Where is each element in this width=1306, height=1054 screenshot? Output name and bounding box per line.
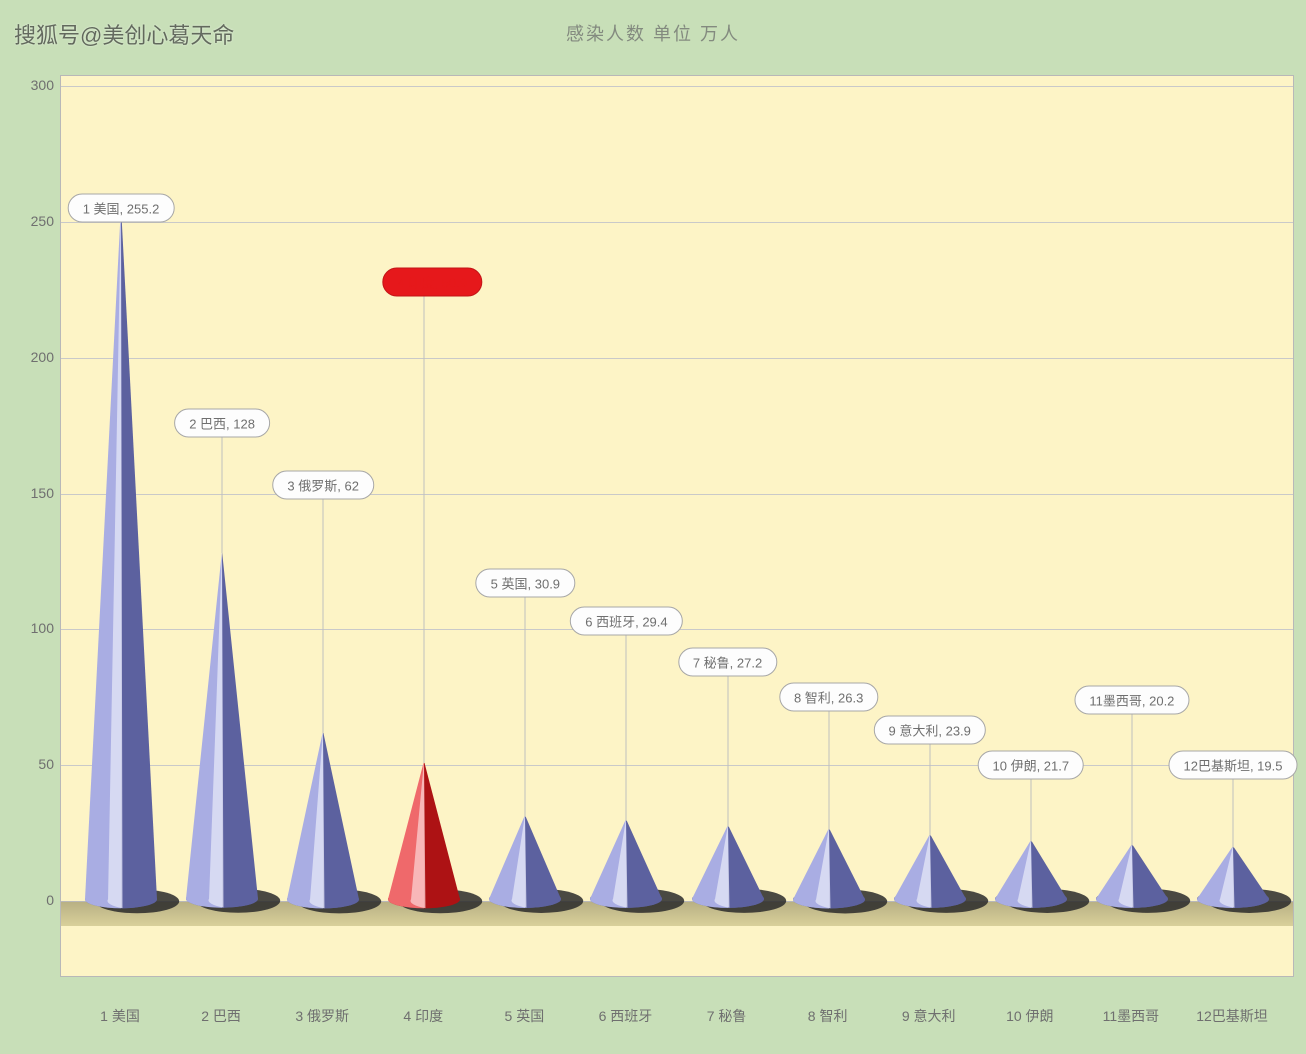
y-tick-label: 150 (14, 485, 54, 501)
callout-leader (626, 621, 627, 821)
data-callout: 7 秘鲁, 27.2 (678, 647, 777, 676)
data-callout: 3 俄罗斯, 62 (272, 471, 374, 500)
y-tick-label: 100 (14, 620, 54, 636)
x-tick-label: 11墨西哥 (1103, 1006, 1160, 1026)
x-tick-label: 3 俄罗斯 (295, 1006, 349, 1026)
data-callout: 2 巴西, 128 (174, 408, 270, 437)
gridline (61, 358, 1293, 359)
x-tick-label: 4 印度 (403, 1006, 443, 1026)
plot-area: 1 美国, 255.2 2 巴西, 128 3 俄罗斯, 62 4 印度, 50.9 5… (60, 75, 1294, 977)
callout-leader (1131, 700, 1132, 846)
gridline (61, 494, 1293, 495)
callout-leader (929, 730, 930, 836)
data-callout: 5 英国, 30.9 (476, 569, 575, 598)
callout-leader (323, 485, 324, 732)
x-tick-label: 5 英国 (505, 1006, 545, 1026)
x-tick-label: 2 巴西 (201, 1006, 241, 1026)
y-tick-label: 300 (14, 77, 54, 93)
x-tick-label: 8 智利 (808, 1006, 848, 1026)
x-tick-label: 9 意大利 (902, 1006, 956, 1026)
y-tick-label: 250 (14, 213, 54, 229)
data-callout: 1 美国, 255.2 (68, 194, 175, 223)
callout-leader (222, 423, 223, 553)
data-callout: 9 意大利, 23.9 (874, 715, 986, 744)
x-tick-label: 6 西班牙 (599, 1006, 653, 1026)
chart-container: 搜狐号@美创心葛天命 感染人数 单位 万人 1 美国, 255.22 巴西, 1… (0, 0, 1306, 1054)
gridline (61, 222, 1293, 223)
data-callout: 6 西班牙, 29.4 (570, 607, 682, 636)
chart-title: 感染人数 单位 万人 (0, 20, 1306, 46)
y-tick-label: 200 (14, 349, 54, 365)
callout-leader (727, 662, 728, 827)
data-callout: 10 伊朗, 21.7 (978, 751, 1085, 780)
y-tick-label: 50 (14, 756, 54, 772)
data-callout: 8 智利, 26.3 (779, 683, 878, 712)
x-tick-label: 7 秘鲁 (707, 1006, 747, 1026)
x-tick-label: 12巴基斯坦 (1196, 1006, 1268, 1026)
data-callout: 12巴基斯坦, 19.5 (1169, 751, 1298, 780)
gridline (61, 86, 1293, 87)
data-callout: 4 印度, 50.9 (383, 267, 482, 296)
data-callout: 11墨西哥, 20.2 (1074, 685, 1189, 714)
callout-leader (828, 697, 829, 829)
y-tick-label: 0 (14, 892, 54, 908)
x-tick-label: 10 伊朗 (1006, 1006, 1053, 1026)
callout-leader (424, 282, 425, 763)
x-tick-label: 1 美国 (100, 1006, 140, 1026)
callout-leader (525, 583, 526, 817)
